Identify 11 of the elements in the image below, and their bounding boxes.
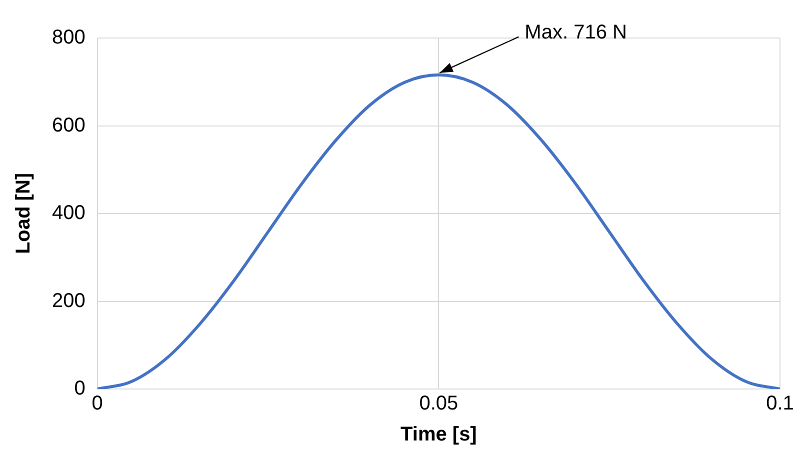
x-tick-label: 0 <box>92 392 103 415</box>
annotation: Max. 716 N <box>524 21 627 44</box>
y-tick-label: 800 <box>52 26 86 49</box>
x-tick-label: 0.1 <box>766 392 794 415</box>
y-tick-label: 0 <box>74 378 86 400</box>
x-axis-title: Time [s] <box>400 424 477 446</box>
y-tick-label: 600 <box>52 114 86 136</box>
y-tick-label: 400 <box>52 202 86 224</box>
x-tick-label: 0.05 <box>419 392 458 415</box>
y-axis-title: Load [N] <box>12 172 35 254</box>
y-tick-label: 200 <box>52 290 86 312</box>
